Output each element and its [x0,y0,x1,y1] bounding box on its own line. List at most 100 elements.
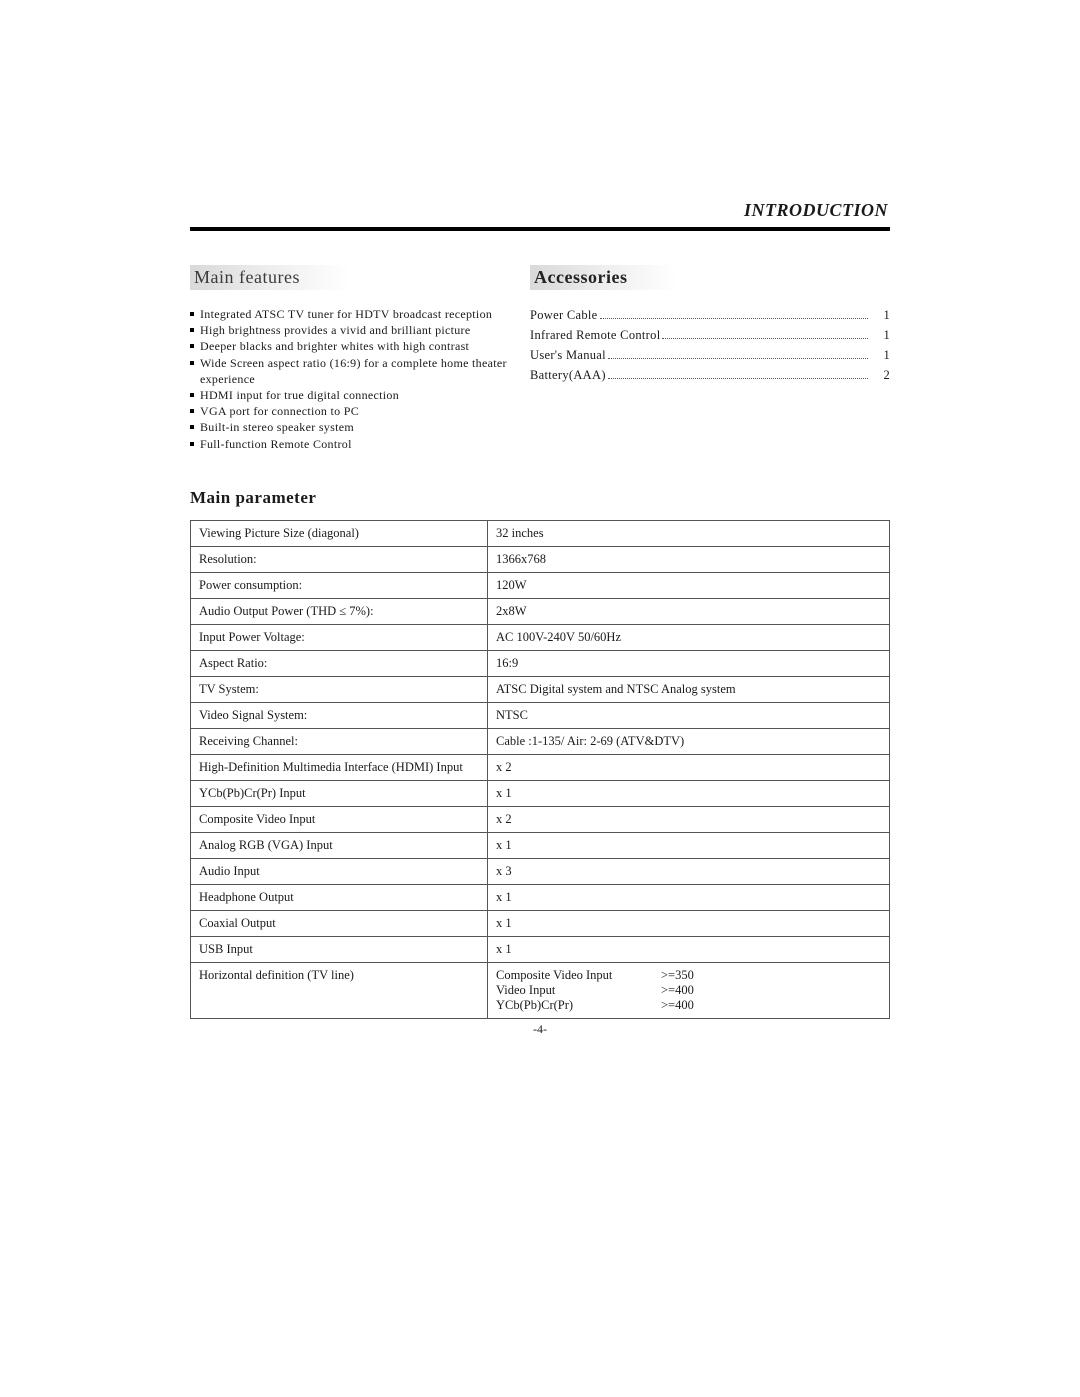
table-row: Receiving Channel:Cable :1-135/ Air: 2-6… [191,728,890,754]
table-row: Coaxial Outputx 1 [191,910,890,936]
param-label: Input Power Voltage: [191,624,488,650]
param-label: Aspect Ratio: [191,650,488,676]
feature-item: Full-function Remote Control [190,436,510,452]
feature-item: Deeper blacks and brighter whites with h… [190,338,510,354]
param-value: x 1 [488,884,890,910]
param-label: YCb(Pb)Cr(Pr) Input [191,780,488,806]
accessory-qty: 1 [872,308,890,323]
param-label: Composite Video Input [191,806,488,832]
accessories-heading: Accessories [530,265,677,290]
accessory-label: User's Manual [530,348,606,363]
accessory-label: Infrared Remote Control [530,328,660,343]
param-value: NTSC [488,702,890,728]
table-row: TV System:ATSC Digital system and NTSC A… [191,676,890,702]
hdef-line: YCb(Pb)Cr(Pr)>=400 [496,998,881,1013]
table-row: YCb(Pb)Cr(Pr) Inputx 1 [191,780,890,806]
param-label: Video Signal System: [191,702,488,728]
param-value: 1366x768 [488,546,890,572]
param-label: Receiving Channel: [191,728,488,754]
accessory-label: Power Cable [530,308,598,323]
table-row: Headphone Outputx 1 [191,884,890,910]
manual-page: INTRODUCTION Main features Integrated AT… [0,0,1080,1397]
hdef-val: >=400 [661,983,694,998]
param-value: ATSC Digital system and NTSC Analog syst… [488,676,890,702]
dot-leader [662,337,868,339]
param-label: Audio Output Power (THD ≤ 7%): [191,598,488,624]
param-label: Resolution: [191,546,488,572]
dot-leader [608,377,868,379]
dot-leader [600,317,868,319]
feature-item: HDMI input for true digital connection [190,387,510,403]
main-features-column: Main features Integrated ATSC TV tuner f… [190,265,510,452]
param-value: x 1 [488,780,890,806]
param-value: x 3 [488,858,890,884]
param-value: x 2 [488,754,890,780]
param-label: Viewing Picture Size (diagonal) [191,520,488,546]
accessory-label: Battery(AAA) [530,368,606,383]
feature-item: Integrated ATSC TV tuner for HDTV broadc… [190,306,510,322]
top-rule [190,227,890,231]
param-value: Cable :1-135/ Air: 2-69 (ATV&DTV) [488,728,890,754]
accessory-qty: 1 [872,348,890,363]
param-value: x 1 [488,936,890,962]
table-row: Input Power Voltage:AC 100V-240V 50/60Hz [191,624,890,650]
feature-item: VGA port for connection to PC [190,403,510,419]
table-row: Resolution:1366x768 [191,546,890,572]
accessory-row: User's Manual 1 [530,348,890,363]
accessory-row: Battery(AAA) 2 [530,368,890,383]
hdef-key: Composite Video Input [496,968,661,983]
main-features-heading: Main features [190,265,350,290]
hdef-line: Video Input>=400 [496,983,881,998]
param-value: 32 inches [488,520,890,546]
param-value: 16:9 [488,650,890,676]
table-row: Viewing Picture Size (diagonal)32 inches [191,520,890,546]
param-label: Coaxial Output [191,910,488,936]
hdef-line: Composite Video Input>=350 [496,968,881,983]
two-column-region: Main features Integrated ATSC TV tuner f… [190,265,890,452]
param-label: Horizontal definition (TV line) [191,962,488,1018]
main-parameter-heading: Main parameter [190,488,890,508]
hdef-key: Video Input [496,983,661,998]
table-row: USB Inputx 1 [191,936,890,962]
table-row: Analog RGB (VGA) Inputx 1 [191,832,890,858]
param-value: x 1 [488,910,890,936]
accessories-column: Accessories Power Cable 1 Infrared Remot… [530,265,890,452]
accessory-row: Power Cable 1 [530,308,890,323]
param-label: USB Input [191,936,488,962]
param-label: Headphone Output [191,884,488,910]
param-value: Composite Video Input>=350Video Input>=4… [488,962,890,1018]
feature-item: Built-in stereo speaker system [190,419,510,435]
accessory-row: Infrared Remote Control 1 [530,328,890,343]
param-value: x 2 [488,806,890,832]
param-label: Power consumption: [191,572,488,598]
feature-item: High brightness provides a vivid and bri… [190,322,510,338]
param-value: x 1 [488,832,890,858]
section-title: INTRODUCTION [190,200,890,221]
table-row: Aspect Ratio:16:9 [191,650,890,676]
table-row: Audio Inputx 3 [191,858,890,884]
table-row: Video Signal System:NTSC [191,702,890,728]
param-value: AC 100V-240V 50/60Hz [488,624,890,650]
param-label: TV System: [191,676,488,702]
table-row: Composite Video Inputx 2 [191,806,890,832]
param-label: Analog RGB (VGA) Input [191,832,488,858]
feature-item: Wide Screen aspect ratio (16:9) for a co… [190,355,510,387]
table-row: Horizontal definition (TV line)Composite… [191,962,890,1018]
param-label: High-Definition Multimedia Interface (HD… [191,754,488,780]
param-value: 120W [488,572,890,598]
dot-leader [608,357,868,359]
accessory-qty: 1 [872,328,890,343]
hdef-val: >=400 [661,998,694,1013]
table-row: Power consumption:120W [191,572,890,598]
accessory-qty: 2 [872,368,890,383]
parameter-table: Viewing Picture Size (diagonal)32 inches… [190,520,890,1019]
table-row: Audio Output Power (THD ≤ 7%):2x8W [191,598,890,624]
param-value: 2x8W [488,598,890,624]
param-label: Audio Input [191,858,488,884]
accessories-list: Power Cable 1 Infrared Remote Control 1 … [530,308,890,383]
table-row: High-Definition Multimedia Interface (HD… [191,754,890,780]
hdef-val: >=350 [661,968,694,983]
features-list: Integrated ATSC TV tuner for HDTV broadc… [190,306,510,452]
hdef-key: YCb(Pb)Cr(Pr) [496,998,661,1013]
page-number: -4- [0,1022,1080,1037]
